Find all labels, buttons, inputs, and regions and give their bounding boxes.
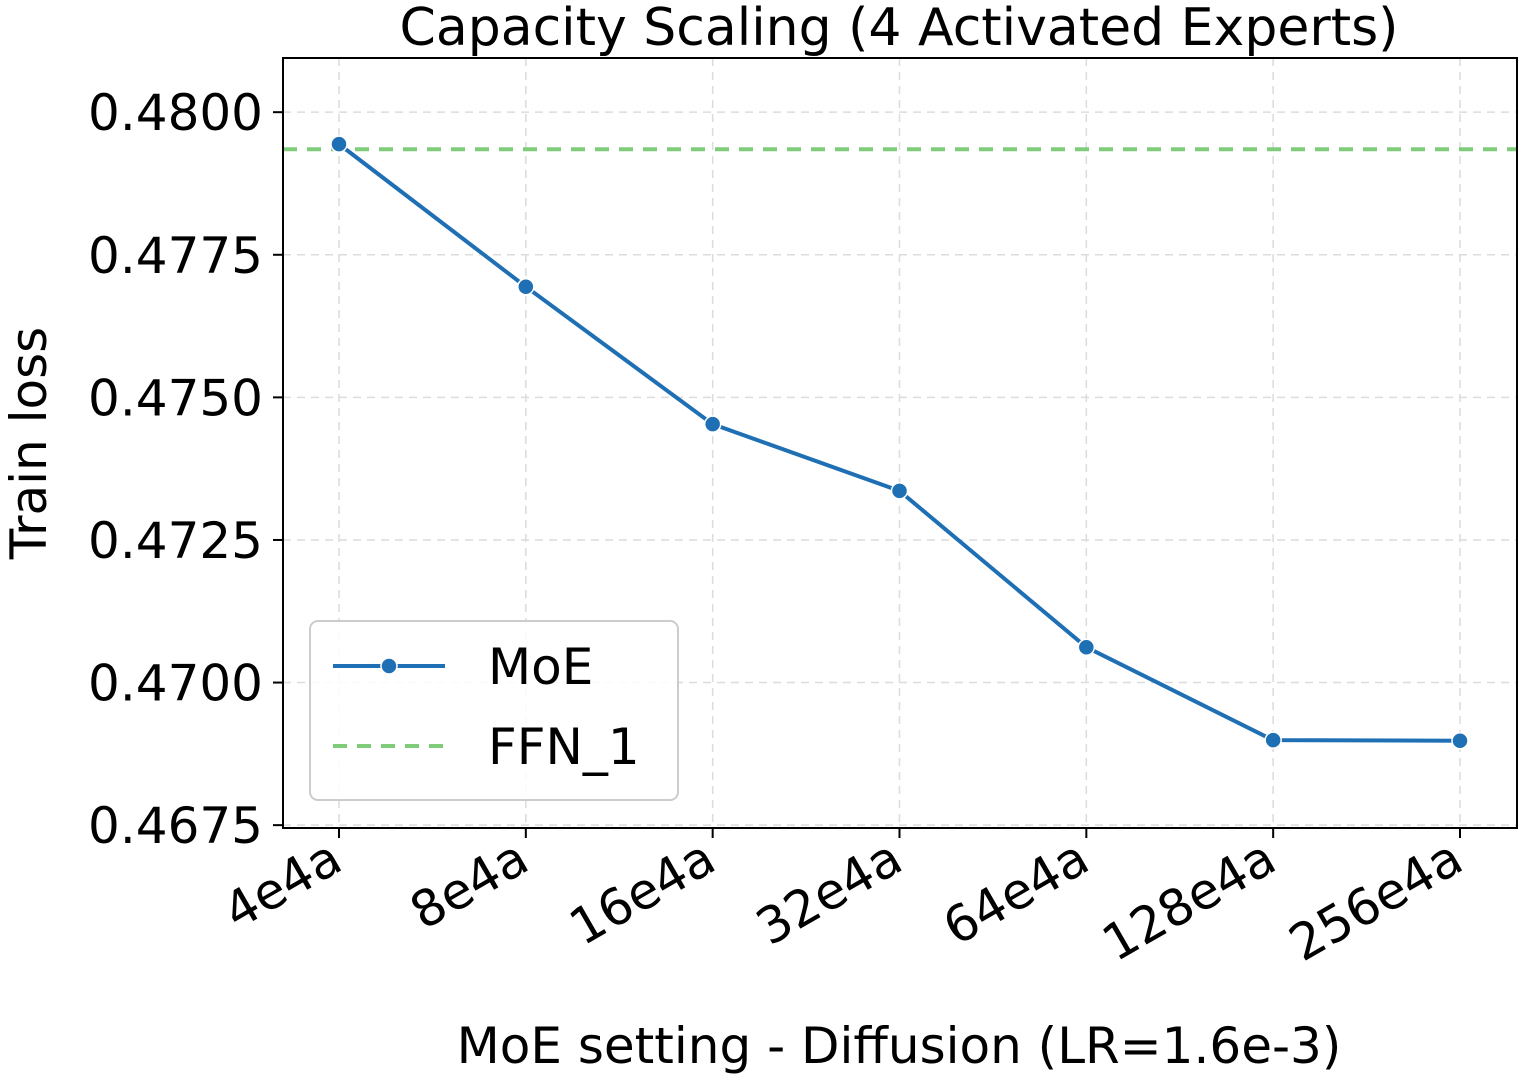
y-tick-label: 0.4700 [88,655,263,713]
grid [283,58,1517,828]
legend-marker-moe [380,657,398,675]
chart-title: Capacity Scaling (4 Activated Experts) [400,0,1399,58]
legend-label-ffn-1: FFN_1 [488,718,640,776]
y-tick-label: 0.4775 [88,227,263,285]
y-tick-label: 0.4725 [88,512,263,570]
x-tick-label: 256e4a [1280,828,1472,973]
y-axis-label: Train loss [0,327,58,560]
moe-data-point [1264,731,1282,749]
x-tick-label: 32e4a [747,828,912,957]
legend-label-moe: MoE [488,638,593,696]
y-tick-label: 0.4800 [88,84,263,142]
moe-data-point [890,482,909,500]
x-tick-label: 128e4a [1093,828,1285,973]
y-tick-label: 0.4675 [88,797,263,855]
legend: MoE FFN_1 [309,620,679,801]
x-tick-label: 16e4a [560,828,725,957]
moe-data-point [703,415,722,433]
series-group [330,135,1469,750]
x-tick-label: 64e4a [934,828,1099,957]
y-tick-label: 0.4750 [88,369,263,427]
moe-data-point [517,277,535,296]
moe-data-point [1451,731,1469,750]
x-tick-label: 8e4a [401,828,538,941]
moe-data-point [330,135,348,153]
y-axis: 0.4675 0.4700 0.4725 0.4750 0.4775 0.4800 [88,84,283,855]
x-axis-label: MoE setting - Diffusion (LR=1.6e-3) [457,1017,1342,1075]
moe-data-point [1077,638,1096,656]
